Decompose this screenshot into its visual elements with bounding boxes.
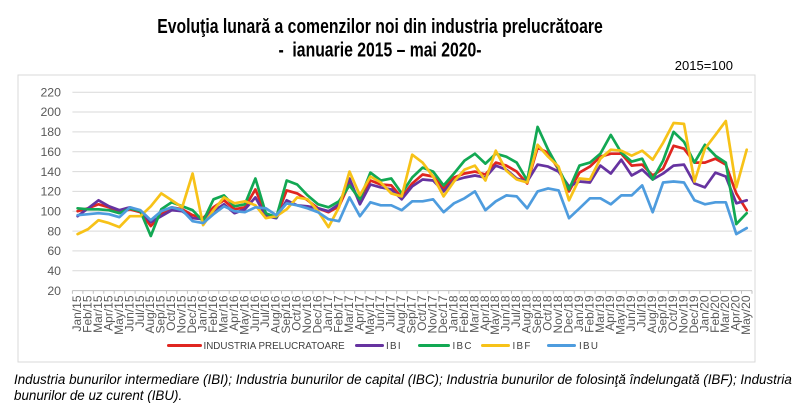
- svg-text:Aug/15: Aug/15: [143, 295, 157, 333]
- svg-text:Dec/16: Dec/16: [311, 295, 325, 333]
- svg-text:Mar/16: Mar/16: [216, 295, 230, 333]
- svg-text:Feb/19: Feb/19: [582, 295, 596, 333]
- svg-text:May/17: May/17: [363, 295, 377, 335]
- svg-text:Sep/15: Sep/15: [154, 295, 168, 333]
- svg-text:180: 180: [40, 125, 61, 139]
- svg-text:Jul/16: Jul/16: [258, 295, 272, 327]
- svg-text:Jun/15: Jun/15: [122, 295, 136, 331]
- svg-text:Mar/20: Mar/20: [718, 295, 732, 333]
- svg-text:Jan/17: Jan/17: [321, 295, 335, 331]
- svg-text:40: 40: [47, 264, 61, 278]
- svg-text:Jan/18: Jan/18: [446, 295, 460, 331]
- svg-text:Jun/19: Jun/19: [624, 295, 638, 331]
- svg-text:Jan/19: Jan/19: [572, 295, 586, 331]
- svg-text:160: 160: [40, 145, 61, 159]
- svg-text:Apr/16: Apr/16: [227, 295, 241, 331]
- svg-text:80: 80: [47, 224, 61, 238]
- svg-text:Feb/17: Feb/17: [331, 295, 345, 333]
- svg-text:Oct/17: Oct/17: [415, 295, 429, 331]
- svg-text:Aug/17: Aug/17: [394, 295, 408, 333]
- svg-text:May/20: May/20: [739, 295, 753, 335]
- svg-text:Mar/19: Mar/19: [593, 295, 607, 333]
- svg-text:Oct/19: Oct/19: [666, 295, 680, 331]
- svg-text:Aug/19: Aug/19: [645, 295, 659, 333]
- svg-text:100: 100: [40, 204, 61, 218]
- svg-text:Oct/16: Oct/16: [290, 295, 304, 331]
- svg-text:Apr/20: Apr/20: [729, 295, 743, 331]
- svg-text:Feb/16: Feb/16: [206, 295, 220, 333]
- svg-text:Oct/18: Oct/18: [541, 295, 555, 331]
- svg-text:Jul/18: Jul/18: [509, 295, 523, 327]
- svg-text:Jul/19: Jul/19: [635, 295, 649, 327]
- svg-text:Apr/17: Apr/17: [352, 295, 366, 331]
- svg-text:Jul/17: Jul/17: [384, 295, 398, 327]
- svg-text:Feb/20: Feb/20: [708, 295, 722, 333]
- svg-text:Mar/17: Mar/17: [342, 295, 356, 333]
- svg-text:Apr/18: Apr/18: [478, 295, 492, 331]
- svg-text:May/19: May/19: [614, 295, 628, 335]
- svg-text:Jan/15: Jan/15: [70, 295, 84, 331]
- svg-text:Dec/17: Dec/17: [436, 295, 450, 333]
- svg-text:60: 60: [47, 244, 61, 258]
- svg-text:May/15: May/15: [112, 295, 126, 335]
- svg-text:Aug/18: Aug/18: [520, 295, 534, 333]
- svg-text:Sep/19: Sep/19: [656, 295, 670, 333]
- svg-text:Dec/19: Dec/19: [687, 295, 701, 333]
- svg-text:Jul/15: Jul/15: [133, 295, 147, 327]
- svg-text:140: 140: [40, 165, 61, 179]
- svg-text:Oct/15: Oct/15: [164, 295, 178, 331]
- svg-text:Jun/16: Jun/16: [248, 295, 262, 331]
- svg-text:Jan/16: Jan/16: [196, 295, 210, 331]
- svg-text:Jan/20: Jan/20: [697, 295, 711, 331]
- svg-text:Dec/18: Dec/18: [561, 295, 575, 333]
- svg-text:Feb/18: Feb/18: [457, 295, 471, 333]
- svg-text:Nov/19: Nov/19: [676, 295, 690, 333]
- svg-text:Aug/16: Aug/16: [269, 295, 283, 333]
- svg-text:Nov/18: Nov/18: [551, 295, 565, 333]
- svg-text:Apr/15: Apr/15: [101, 295, 115, 331]
- svg-text:20: 20: [47, 284, 61, 298]
- svg-text:Mar/15: Mar/15: [91, 295, 105, 333]
- svg-text:May/16: May/16: [237, 295, 251, 335]
- svg-text:Sep/16: Sep/16: [279, 295, 293, 333]
- svg-text:May/18: May/18: [488, 295, 502, 335]
- svg-text:Apr/19: Apr/19: [603, 295, 617, 331]
- svg-text:Nov/15: Nov/15: [175, 295, 189, 333]
- svg-text:Sep/17: Sep/17: [405, 295, 419, 333]
- svg-text:Dec/15: Dec/15: [185, 295, 199, 333]
- svg-text:120: 120: [40, 185, 61, 199]
- svg-text:Feb/15: Feb/15: [81, 295, 95, 333]
- svg-text:200: 200: [40, 105, 61, 119]
- svg-text:Nov/16: Nov/16: [300, 295, 314, 333]
- svg-text:Sep/18: Sep/18: [530, 295, 544, 333]
- svg-text:Jun/18: Jun/18: [499, 295, 513, 331]
- svg-text:220: 220: [40, 85, 61, 99]
- svg-text:Jun/17: Jun/17: [373, 295, 387, 331]
- svg-text:Mar/18: Mar/18: [467, 295, 481, 333]
- svg-text:Nov/17: Nov/17: [426, 295, 440, 333]
